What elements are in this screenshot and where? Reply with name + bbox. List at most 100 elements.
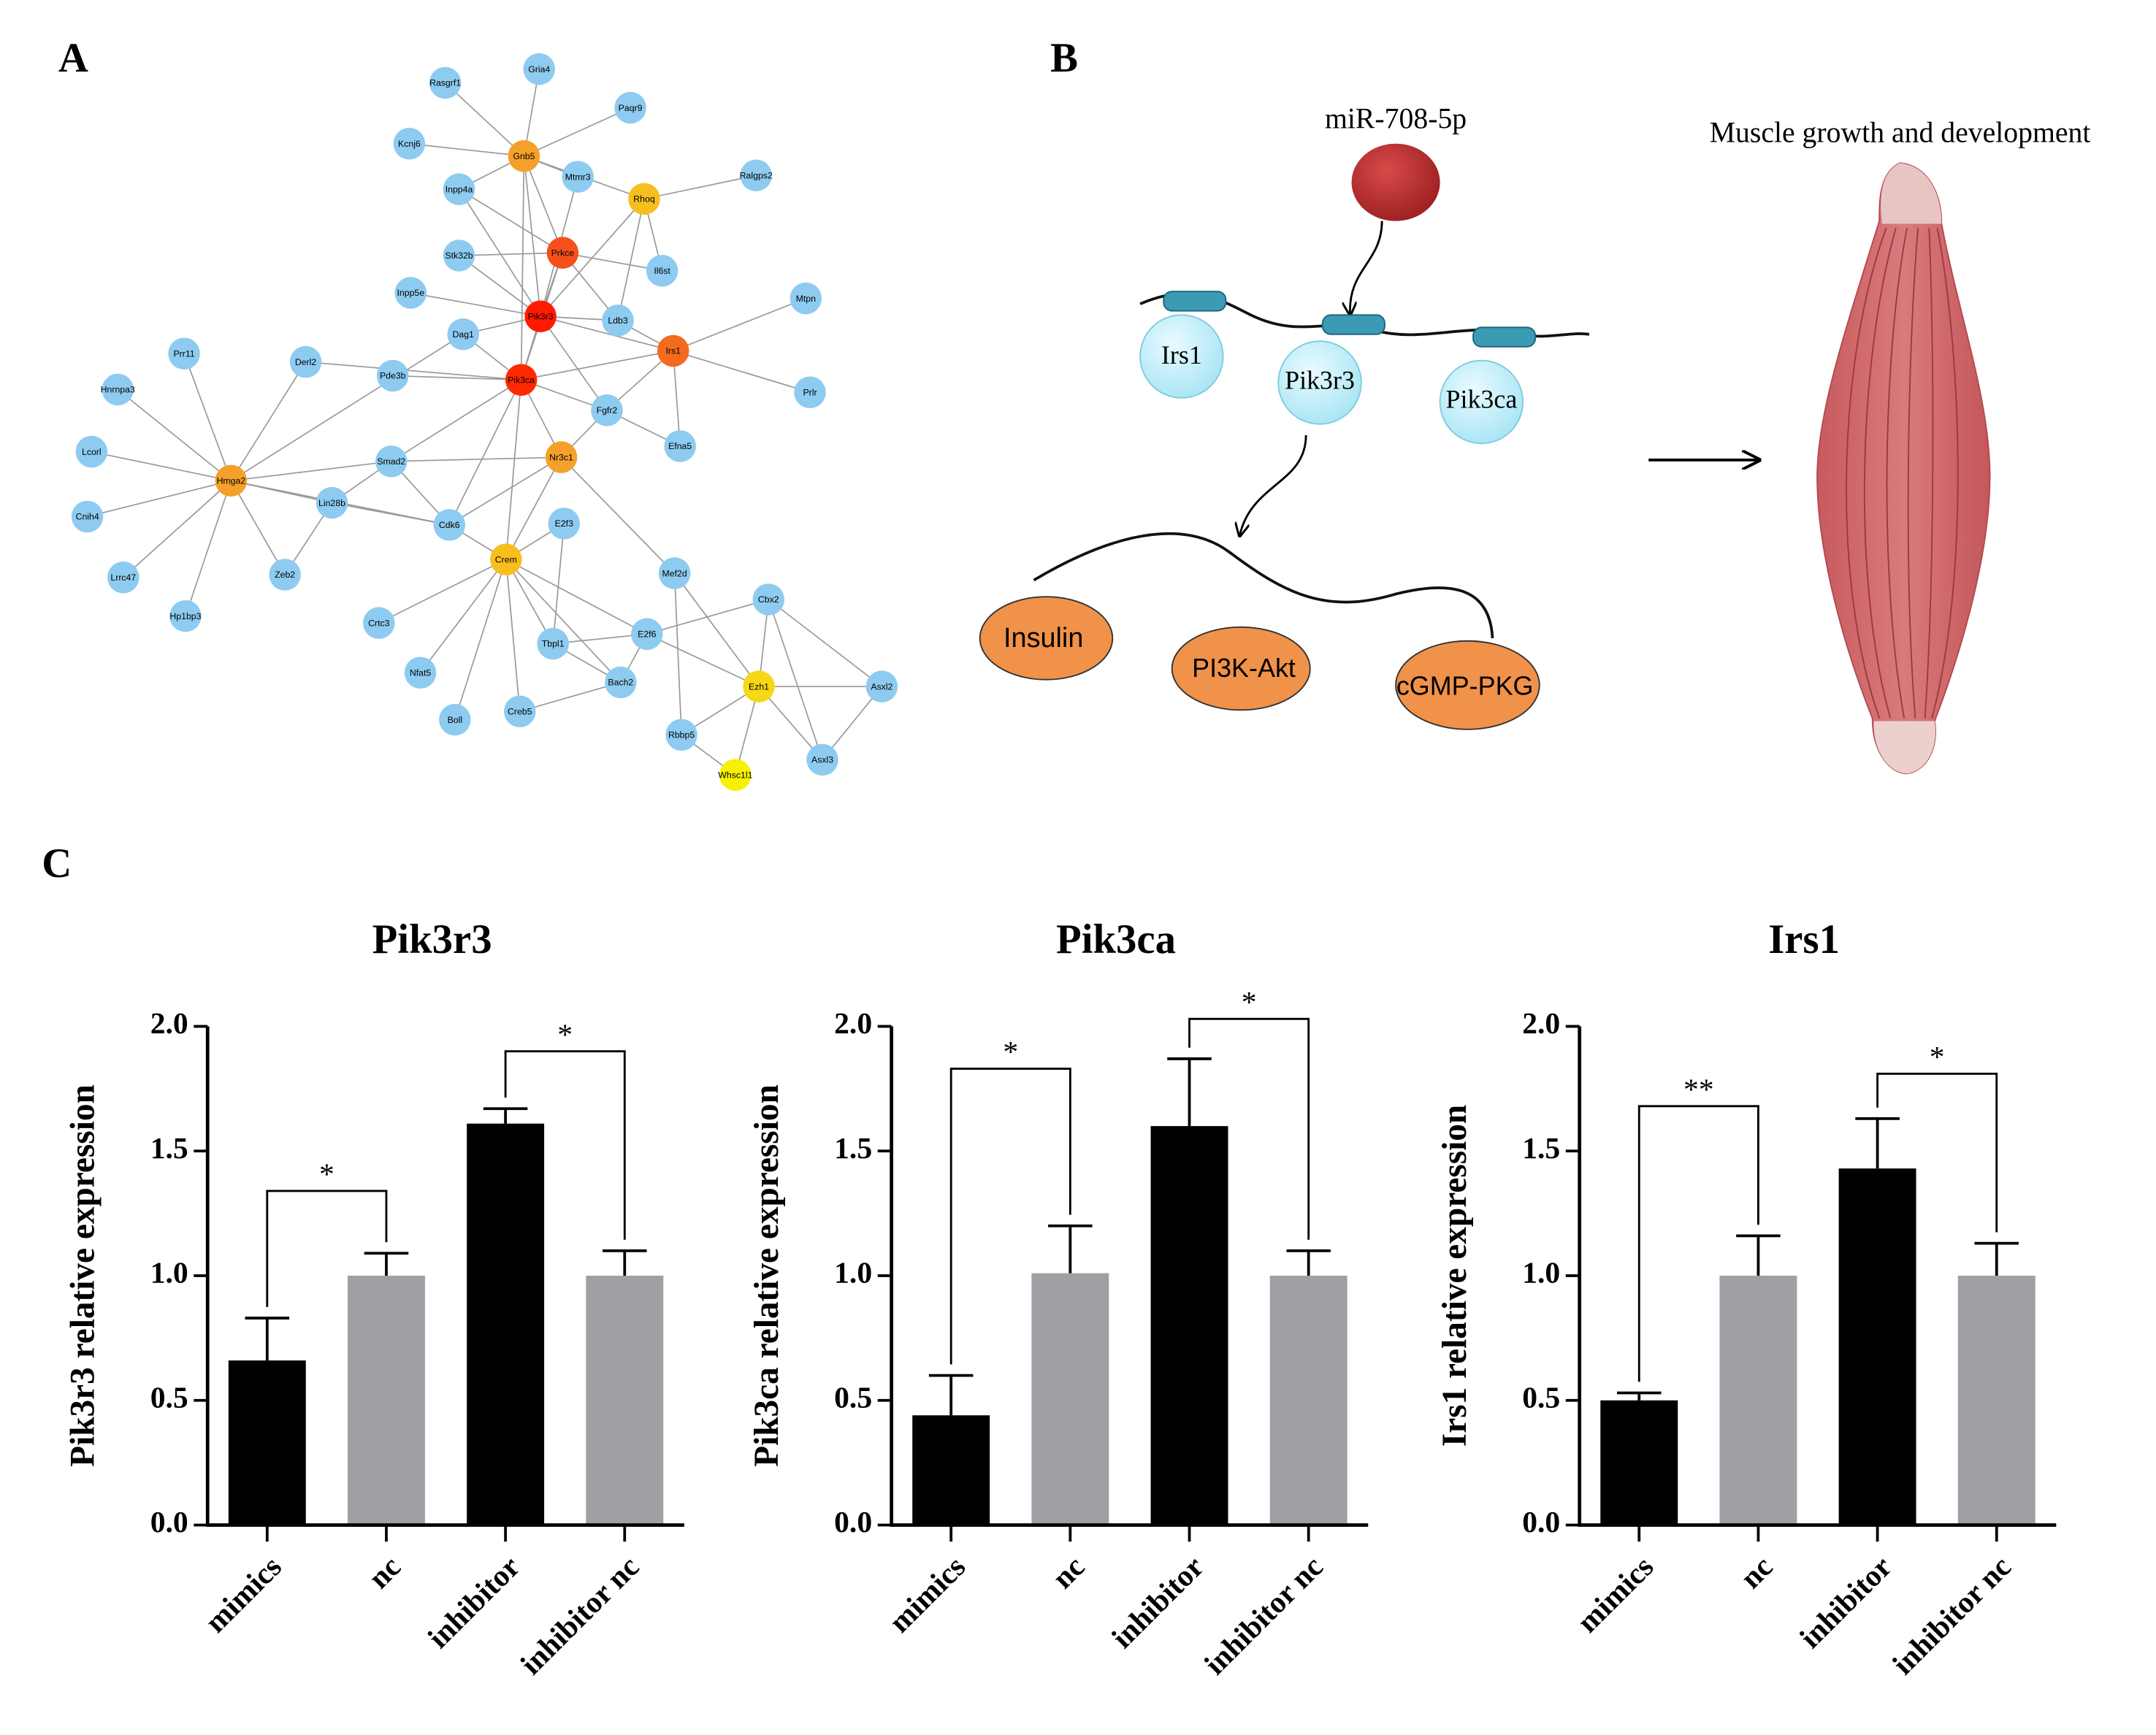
axes [1578, 1026, 2057, 1527]
edge [505, 559, 648, 635]
edge [454, 559, 507, 720]
bar [467, 1123, 545, 1525]
node [664, 430, 696, 462]
y-tick-label: 0.0 [1522, 1506, 1560, 1539]
node [169, 600, 202, 632]
y-tick-label: 0.5 [150, 1381, 188, 1414]
node [289, 345, 322, 378]
chart-title: Irs1 [1768, 916, 1840, 962]
bar [1600, 1400, 1678, 1525]
node [740, 159, 772, 192]
axes [890, 1026, 1369, 1527]
node-label: Creb5 [508, 706, 532, 716]
node-label: Zeb2 [275, 570, 295, 580]
node-label: Inpp5e [397, 288, 425, 298]
edge [505, 559, 554, 644]
node-label: Paqr9 [619, 103, 643, 113]
node [545, 441, 578, 473]
fibers [1846, 227, 1959, 719]
node [376, 359, 409, 392]
node-label: Lcorl [82, 447, 102, 457]
node-label: Bach2 [608, 678, 633, 688]
edge [91, 451, 232, 482]
y-axis-label: Pik3r3 relative expression [64, 1084, 102, 1467]
node [394, 277, 427, 309]
error-bar [1048, 1224, 1093, 1274]
x-tick-label: inhibitor nc [1886, 1550, 2018, 1682]
pathway [979, 596, 1114, 681]
edge [87, 480, 232, 518]
y-tick-label: 1.5 [1522, 1132, 1560, 1165]
node-label: Prlr [803, 387, 817, 397]
edge [448, 379, 522, 526]
node-label: Cdk6 [439, 520, 460, 530]
error-bar [1167, 1057, 1212, 1127]
node-label: Rasgrf1 [429, 78, 461, 88]
edge [445, 82, 525, 157]
node-label: Hp1bp3 [169, 611, 201, 621]
node [806, 743, 838, 776]
node [790, 282, 822, 315]
edge [459, 188, 563, 253]
node [631, 618, 663, 651]
node [443, 173, 475, 205]
tendon [1873, 721, 1936, 774]
node-label: Smad2 [377, 456, 405, 467]
significance-label: ** [1683, 1073, 1714, 1106]
gene [1277, 340, 1362, 425]
edge [185, 480, 232, 616]
x-tick-label: mimics [883, 1550, 972, 1639]
bar [912, 1415, 990, 1525]
node-label: Rhoq [633, 194, 655, 204]
tendon [1881, 163, 1942, 224]
edge [643, 175, 757, 200]
node-label: Nfat5 [410, 667, 432, 678]
y-axis-label: Irs1 relative expression [1436, 1105, 1474, 1447]
node-label: Ralgps2 [740, 170, 773, 180]
edge [378, 559, 507, 624]
node-label: Boll [448, 715, 462, 725]
node-label: Derl2 [295, 357, 317, 367]
node [562, 161, 594, 193]
y-tick-label: 1.0 [834, 1257, 872, 1290]
node [628, 183, 660, 215]
network: Rasgrf1 Gria4 Paqr9 Kcnj6 Gnb5 Mtmr3 Rhoq Ralgp… [71, 53, 898, 792]
significance-bracket [266, 1190, 388, 1307]
edge [673, 572, 760, 687]
edge [231, 460, 391, 482]
edge [552, 523, 565, 644]
gene-label: Irs1 [1161, 340, 1202, 369]
edge [672, 351, 681, 447]
edge [673, 297, 806, 352]
node [393, 127, 426, 160]
node [605, 666, 637, 699]
node-label: Rbbp5 [668, 730, 695, 740]
y-tick-label: 2.0 [834, 1007, 872, 1041]
edge [520, 156, 525, 380]
pathway-label: PI3K-Akt [1192, 653, 1296, 683]
edge [410, 292, 541, 318]
edge [758, 686, 823, 761]
edge [505, 380, 522, 560]
edge [646, 599, 769, 635]
node-label: Il6st [654, 266, 670, 276]
y-tick-label: 1.5 [150, 1132, 188, 1165]
y-tick-label: 2.0 [150, 1007, 188, 1041]
axes [205, 1026, 684, 1527]
edge [646, 633, 760, 687]
error-bar [483, 1107, 528, 1124]
x-tick-label: nc [1046, 1550, 1091, 1596]
y-tick-label: 1.0 [150, 1257, 188, 1290]
node [363, 607, 395, 639]
node [433, 509, 466, 541]
edge [505, 456, 562, 560]
node [794, 376, 826, 409]
error-bar [1736, 1234, 1781, 1276]
edge [230, 361, 307, 481]
edge [332, 502, 450, 526]
bar [1719, 1276, 1797, 1525]
binding-site [1163, 291, 1227, 312]
node [490, 543, 522, 575]
edge [391, 379, 522, 462]
